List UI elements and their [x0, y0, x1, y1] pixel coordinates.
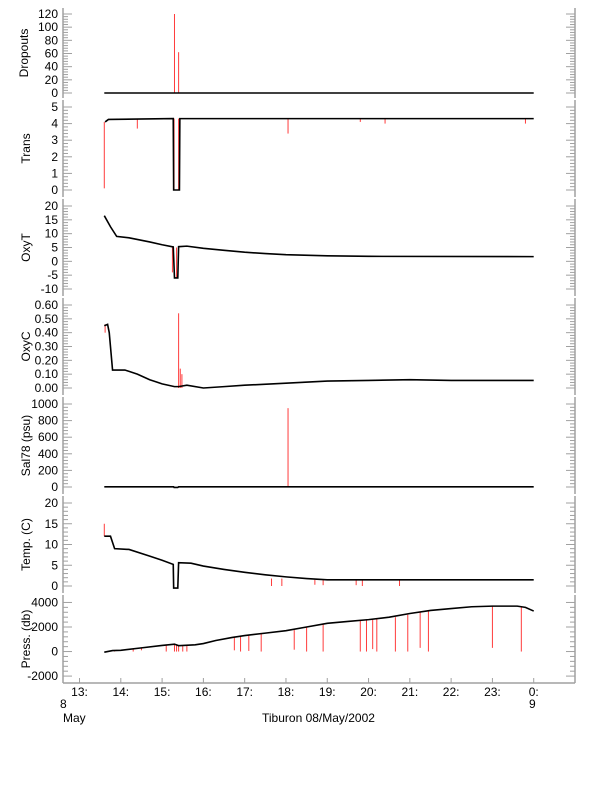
- x-end-day: 9: [529, 697, 536, 711]
- y-tick-label: 0: [51, 480, 58, 494]
- y-axis-label: OxyC: [19, 331, 33, 361]
- y-tick-label: 3: [51, 133, 58, 147]
- y-tick-label: -5: [47, 268, 58, 282]
- y-tick-label: 0: [51, 254, 58, 268]
- x-tick-label: 15:: [154, 685, 171, 699]
- y-tick-label: 4000: [31, 595, 58, 609]
- y-tick-label: 200: [38, 463, 58, 477]
- y-axis-label: Press. (db): [19, 610, 33, 669]
- x-tick-label: 23:: [484, 685, 501, 699]
- x-axis-title: Tiburon 08/May/2002: [262, 711, 375, 725]
- y-tick-label: 4: [51, 117, 58, 131]
- y-tick-label: 1: [51, 166, 58, 180]
- y-tick-label: 100: [38, 20, 58, 34]
- x-tick-label: 22:: [443, 685, 460, 699]
- y-tick-label: 2: [51, 150, 58, 164]
- y-tick-label: 400: [38, 447, 58, 461]
- x-tick-label: 16:: [195, 685, 212, 699]
- series-line: [104, 535, 534, 589]
- x-tick-label: 18:: [278, 685, 295, 699]
- series-line: [104, 605, 535, 653]
- x-tick-label: 14:: [112, 685, 129, 699]
- x-start-day: 8: [60, 697, 67, 711]
- series-line: [104, 486, 534, 489]
- x-tick-label: 21:: [401, 685, 418, 699]
- y-tick-label: 40: [45, 60, 59, 74]
- y-tick-label: 0: [51, 86, 58, 100]
- y-tick-label: 600: [38, 430, 58, 444]
- series-line: [103, 323, 534, 389]
- x-tick-label: 20:: [360, 685, 377, 699]
- y-tick-label: 80: [45, 33, 59, 47]
- x-tick-label: 13:: [71, 685, 88, 699]
- x-tick-label: 17:: [236, 685, 253, 699]
- y-tick-label: 0: [51, 183, 58, 197]
- y-tick-label: 0.30: [35, 340, 59, 354]
- y-tick-label: 800: [38, 414, 58, 428]
- y-tick-label: 20: [45, 73, 59, 87]
- x-tick-label: 0:: [529, 685, 539, 699]
- y-tick-label: 5: [51, 558, 58, 572]
- x-tick-label: 19:: [319, 685, 336, 699]
- y-tick-label: 1000: [31, 397, 58, 411]
- y-axis-label: Temp. (C): [19, 518, 33, 571]
- y-tick-label: 0.00: [35, 381, 59, 395]
- y-tick-label: 15: [45, 517, 59, 531]
- y-tick-label: 10: [45, 227, 59, 241]
- y-axis-label: Dropouts: [17, 29, 31, 78]
- y-tick-label: 0: [51, 579, 58, 593]
- y-tick-label: 0: [51, 645, 58, 659]
- y-tick-label: 120: [38, 7, 58, 21]
- y-tick-label: 20: [45, 199, 59, 213]
- series-line: [103, 215, 534, 279]
- y-axis-label: Trans: [19, 133, 33, 163]
- y-axis-label: OxyT: [19, 233, 33, 262]
- y-tick-label: 60: [45, 47, 59, 61]
- y-tick-label: 0.20: [35, 353, 59, 367]
- y-tick-label: 10: [45, 538, 59, 552]
- y-tick-label: -10: [41, 282, 59, 296]
- y-tick-label: 0.60: [35, 298, 59, 312]
- y-tick-label: 15: [45, 213, 59, 227]
- y-tick-label: 2000: [31, 620, 58, 634]
- y-tick-label: 0.10: [35, 367, 59, 381]
- y-tick-label: 0.40: [35, 326, 59, 340]
- y-tick-label: 5: [51, 100, 58, 114]
- y-tick-label: 20: [45, 496, 59, 510]
- y-tick-label: 5: [51, 241, 58, 255]
- y-axis-label: Sal78 (psu): [19, 415, 33, 476]
- y-tick-label: -2000: [27, 669, 58, 683]
- y-tick-label: 0.50: [35, 312, 59, 326]
- series-line: [104, 117, 534, 191]
- x-start-month: May: [63, 711, 86, 725]
